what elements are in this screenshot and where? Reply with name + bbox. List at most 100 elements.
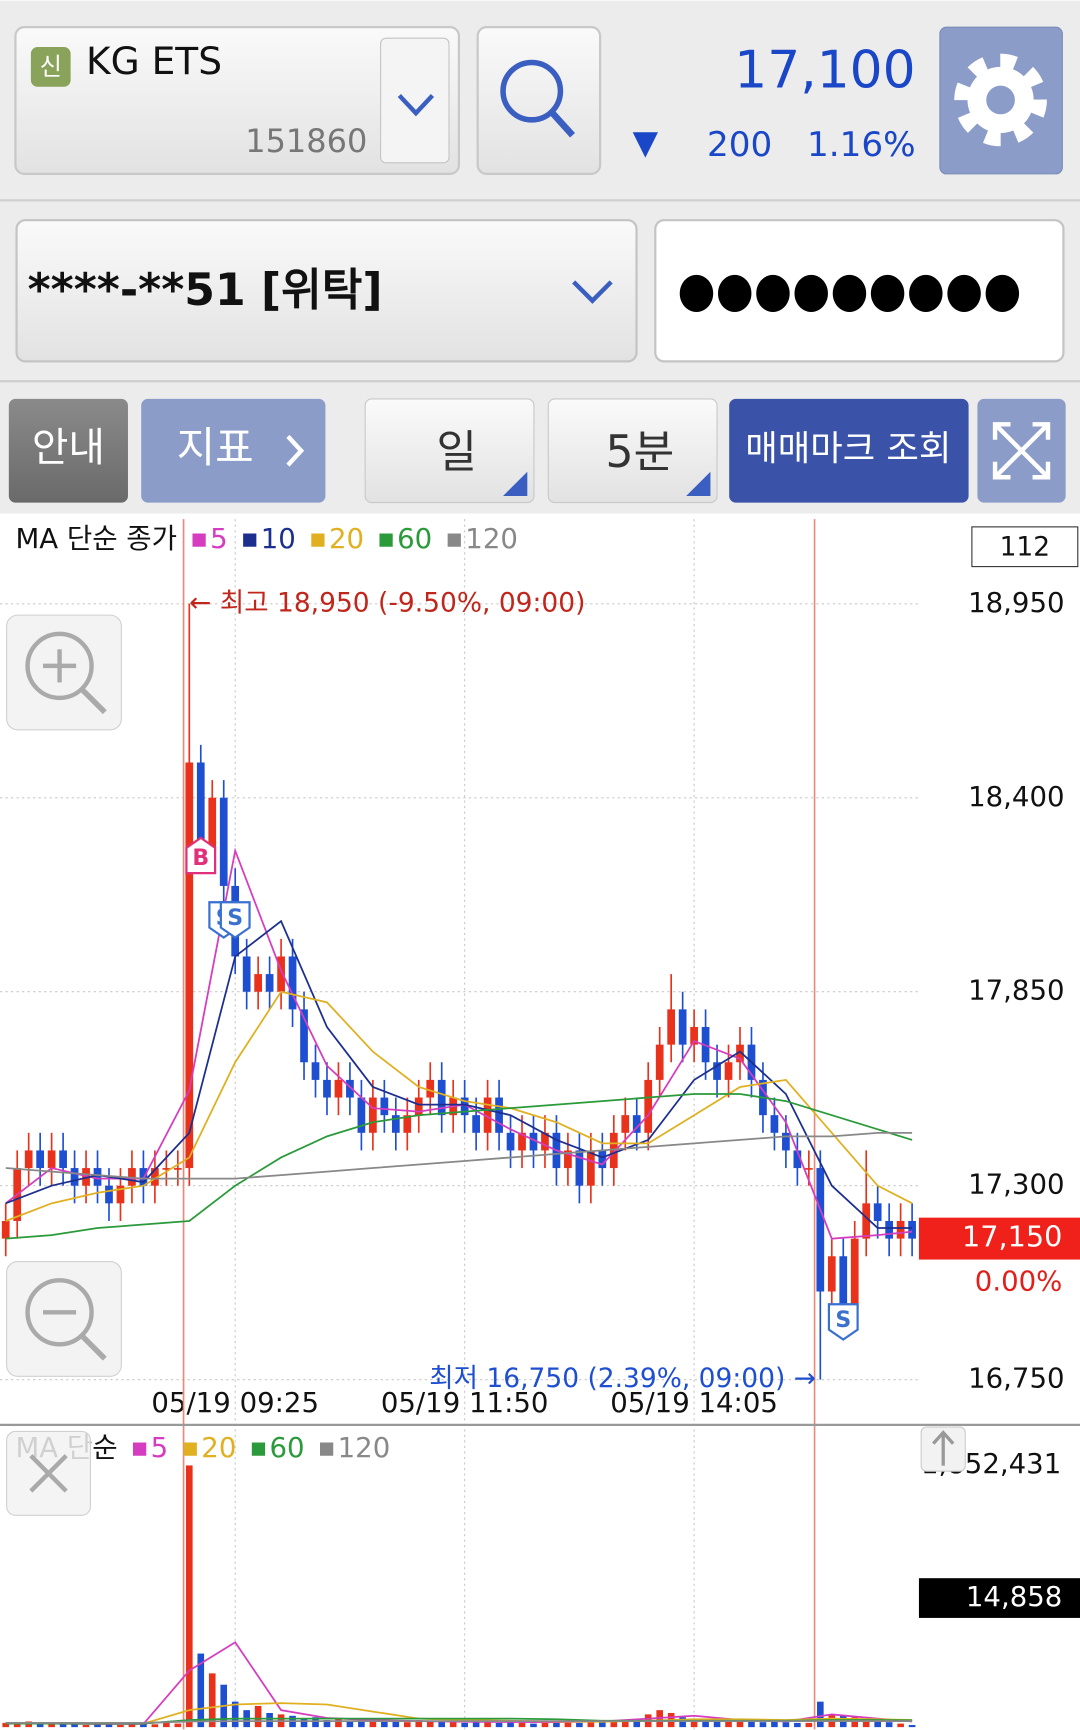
settings-button[interactable] <box>939 26 1063 175</box>
badge-text: 신 <box>40 52 62 81</box>
volume-bar <box>713 1719 721 1728</box>
candle-body <box>713 1062 721 1080</box>
password-box[interactable] <box>654 219 1065 363</box>
legend-label: 60 <box>397 522 432 555</box>
ma-line <box>5 1720 913 1724</box>
dropdown-button[interactable] <box>380 37 450 164</box>
volume-bar <box>403 1722 411 1728</box>
zoom-in-button[interactable] <box>6 614 122 731</box>
move-pane-button[interactable] <box>920 1426 966 1472</box>
zoom-icon <box>80 1334 107 1361</box>
candle-body <box>242 956 251 992</box>
volume-bar <box>82 1725 90 1728</box>
candle-body <box>598 1150 607 1169</box>
volume-bar <box>530 1723 537 1728</box>
candle-body <box>495 1097 503 1133</box>
volume-bar <box>599 1721 606 1728</box>
candle-body <box>609 1132 618 1169</box>
stock-selector[interactable]: 신 KG ETS 151860 <box>14 26 461 175</box>
volume-bar <box>140 1723 147 1728</box>
indicator-button[interactable] <box>141 398 326 503</box>
legend-swatch <box>183 1442 197 1456</box>
candle-body <box>105 1185 113 1204</box>
candle-body <box>472 1115 480 1133</box>
legend-swatch <box>320 1442 334 1456</box>
trade-mark <box>827 1303 859 1341</box>
candle-body <box>59 1150 67 1169</box>
candle-body <box>839 1256 848 1310</box>
candle-body <box>277 956 285 992</box>
candle-body <box>885 1220 894 1239</box>
close-icon <box>29 1454 68 1493</box>
candle-body <box>357 1097 366 1133</box>
stock-box[interactable] <box>14 26 461 175</box>
current-price: 17,100 <box>734 40 915 100</box>
volume-bar <box>94 1723 101 1728</box>
legend-swatch <box>379 533 393 547</box>
search-icon <box>549 109 575 138</box>
search-box[interactable] <box>476 26 602 175</box>
button-label: 지표 <box>177 423 254 472</box>
zoom-out-button[interactable] <box>6 1261 122 1377</box>
candle-body <box>896 1220 905 1239</box>
candle-body <box>862 1203 871 1239</box>
legend-swatch <box>447 533 461 547</box>
candle-body <box>300 1009 308 1063</box>
candle-body <box>564 1150 572 1169</box>
candle-body <box>724 1062 733 1080</box>
candle-body <box>782 1132 790 1151</box>
zoom-icon <box>80 688 107 715</box>
volume-bar <box>851 1717 859 1728</box>
volume-bar <box>736 1721 744 1728</box>
x-tick-label: 05/19 09:25 <box>151 1386 319 1419</box>
last-price-box <box>918 1217 1080 1260</box>
y-tick-label: 16,750 <box>968 1362 1064 1395</box>
interval-button[interactable] <box>547 398 718 504</box>
candle-body <box>437 1079 446 1116</box>
search-button[interactable] <box>476 26 602 175</box>
guide-button[interactable] <box>8 398 128 503</box>
candle-body <box>770 1115 779 1133</box>
candle-body <box>908 1220 916 1239</box>
volume-bar <box>610 1720 618 1728</box>
period-button[interactable] <box>364 398 535 504</box>
y-tick-label: 18,400 <box>968 780 1064 813</box>
volume-bar <box>71 1724 78 1728</box>
volume-bar <box>13 1723 21 1728</box>
close-pane-button[interactable] <box>6 1430 92 1516</box>
account-box[interactable] <box>15 219 638 363</box>
arrow-icon <box>932 1430 955 1445</box>
candle-body <box>173 1168 182 1170</box>
legend-label: 60 <box>269 1431 304 1464</box>
stock-code: 151860 <box>245 122 367 160</box>
chevron <box>572 280 613 304</box>
candle-body <box>403 1115 412 1133</box>
trade-mark-button[interactable] <box>729 398 969 503</box>
candle-body <box>414 1097 423 1116</box>
ma-line <box>5 919 913 1229</box>
volume-bar <box>621 1720 629 1728</box>
volume-bar <box>392 1721 400 1728</box>
candle-body <box>93 1168 102 1186</box>
candle-body <box>369 1097 377 1133</box>
candle-body <box>586 1150 595 1186</box>
stock-name: KG ETS <box>86 39 222 83</box>
account-selector[interactable]: ****-**51 [위탁] <box>15 219 638 363</box>
candle-body <box>655 1044 664 1080</box>
zoom-icon <box>25 1278 94 1347</box>
last-volume-label: 14,858 <box>966 1580 1062 1613</box>
volume-bar <box>254 1705 262 1728</box>
volume-bar <box>438 1721 446 1728</box>
candle-body <box>346 1079 354 1098</box>
candle-body <box>873 1203 882 1221</box>
candle-body <box>219 797 228 886</box>
volume-bar <box>805 1722 813 1728</box>
change: 200 <box>707 125 772 165</box>
candle-body <box>162 1168 171 1170</box>
legend-swatch <box>192 533 206 547</box>
change-rate: 1.16% <box>807 125 916 165</box>
volume-bar <box>163 1722 170 1728</box>
legend-swatch <box>133 1442 147 1456</box>
volume-bar <box>335 1718 342 1728</box>
volume-bar <box>633 1721 641 1728</box>
